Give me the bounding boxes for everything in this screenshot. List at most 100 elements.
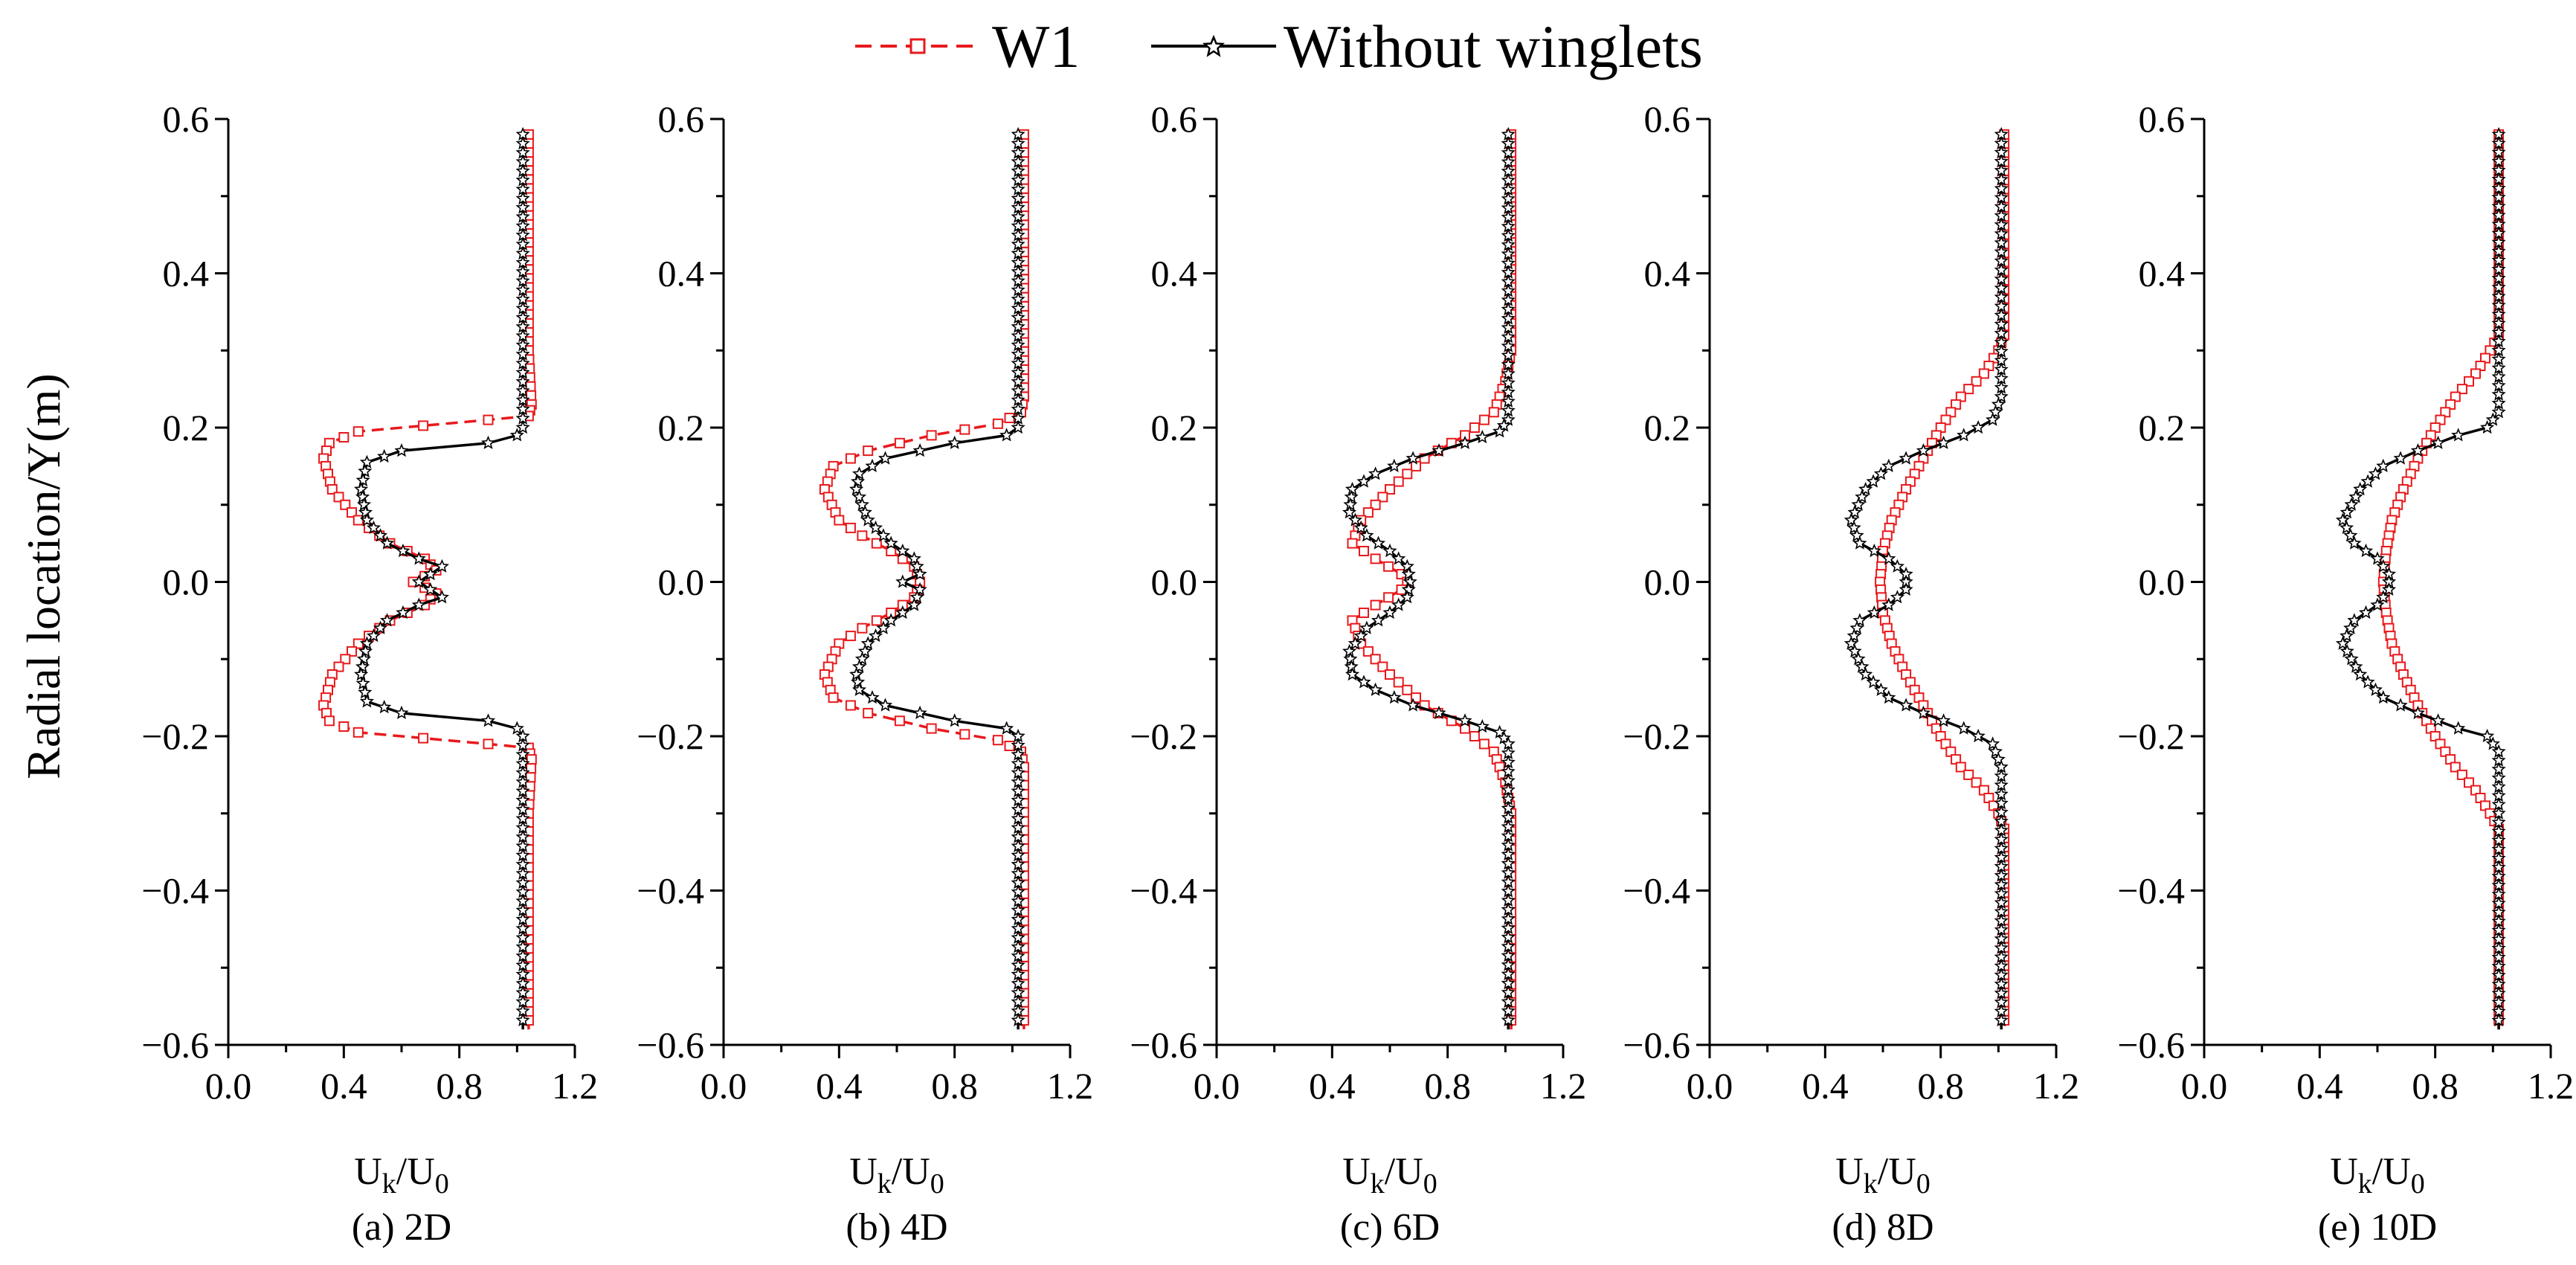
series-marker-base (1867, 605, 1881, 619)
series-marker-w1 (418, 420, 429, 431)
series-marker-base (2451, 428, 2466, 442)
x-axis-title: Uk/U0 (354, 1150, 449, 1200)
y-tick-label: 0.0 (2139, 561, 2186, 603)
series-marker-base (2360, 675, 2375, 689)
series-marker-w1 (1385, 669, 1395, 680)
series-marker-base (380, 613, 395, 627)
x-tick-label: 1.2 (552, 1065, 599, 1107)
series-marker-base (2376, 689, 2391, 704)
series-marker-base (1890, 559, 1904, 573)
y-tick-label: 0.2 (1644, 407, 1691, 448)
x-tick-label: 0.8 (1917, 1065, 1964, 1107)
y-tick-label: 0.6 (658, 98, 705, 140)
series-marker-base (1011, 419, 1025, 434)
series-marker-w1 (845, 700, 856, 711)
series-marker-w1 (1004, 741, 1015, 751)
y-tick-label: 0.6 (2139, 98, 2186, 140)
series-marker-base (2376, 590, 2391, 604)
y-tick-label: 0.4 (1151, 253, 1198, 294)
series-marker-base (359, 454, 374, 469)
series-marker-base (394, 705, 409, 719)
series-marker-base (1401, 567, 1416, 581)
series-marker-w1 (333, 661, 344, 672)
series-marker-base (912, 566, 927, 581)
series-marker-w1 (352, 515, 364, 526)
series-marker-base (868, 628, 883, 643)
series-marker-base (2343, 528, 2358, 542)
series-marker-base (999, 721, 1014, 735)
series-line-w1 (1350, 134, 1513, 1030)
y-tick-label: −0.2 (1130, 715, 1197, 757)
series-marker-w1 (418, 733, 429, 744)
series-marker-base (2393, 698, 2408, 712)
series-marker-base (1405, 451, 1420, 465)
series-marker-base (1866, 675, 1881, 689)
series-marker-w1 (352, 426, 364, 437)
panel-caption: (a) 2D (352, 1206, 451, 1249)
series-marker-base (1994, 1012, 2009, 1027)
x-tick-label: 0.8 (436, 1065, 483, 1107)
series-marker-base (2348, 659, 2363, 673)
series-marker-base (1475, 429, 1490, 444)
series-marker-w1 (2450, 762, 2461, 773)
series-marker-base (851, 466, 867, 480)
legend-marker-w1 (909, 38, 926, 54)
series-marker-w1 (1478, 414, 1490, 425)
series-marker-w1 (871, 615, 882, 626)
series-marker-base (1382, 543, 1397, 558)
panel-caption: (c) 6D (1340, 1206, 1440, 1249)
series-marker-base (895, 574, 910, 588)
series-marker-base (396, 543, 410, 558)
series-marker-base (1916, 442, 1931, 457)
series-marker-base (1881, 551, 1896, 565)
series-marker-base (1475, 718, 1490, 733)
series-marker-base (1986, 412, 2000, 426)
series-marker-w1 (894, 437, 905, 448)
series-marker-w1 (863, 445, 874, 457)
y-tick-label: 0.2 (163, 407, 210, 448)
legend-item-w1: W1 (855, 13, 1080, 80)
series-marker-base (359, 636, 374, 650)
series-marker-w1 (1393, 476, 1404, 487)
y-tick-label: 0.4 (1644, 253, 1691, 294)
series-marker-base (1391, 597, 1406, 611)
series-marker-w1 (1359, 546, 1369, 556)
series-marker-base (1400, 590, 1414, 604)
series-marker-w1 (1978, 368, 1989, 379)
series-line-w1 (1878, 134, 2006, 1030)
series-marker-w1 (1402, 469, 1413, 480)
series-marker-w1 (1971, 777, 1982, 788)
series-marker-base (1371, 535, 1386, 550)
series-marker-base (876, 620, 891, 634)
panel-caption: (d) 8D (1832, 1206, 1933, 1249)
series-line-base (1347, 134, 1510, 1030)
series-marker-base (2376, 458, 2391, 472)
series-marker-base (1458, 713, 1472, 727)
x-tick-label: 1.2 (1047, 1065, 1094, 1107)
series-marker-base (865, 458, 880, 472)
series-marker-w1 (959, 729, 970, 740)
panel-1: 0.60.40.20.0−0.2−0.4−0.60.0 0.4 0.8 1.2Uk/U… (141, 98, 598, 1249)
series-marker-w1 (1347, 538, 1358, 549)
series-marker-base (2344, 651, 2359, 666)
series-marker-base (1916, 705, 1931, 719)
series-marker-w1 (326, 484, 338, 495)
y-axis-title: Radial location/Y(m) (17, 373, 70, 779)
y-tick-label: −0.6 (2117, 1024, 2185, 1066)
x-tick-label: 0.4 (2296, 1065, 2343, 1107)
y-tick-label: 0.6 (163, 98, 210, 140)
series-marker-w1 (338, 721, 350, 732)
series-marker-base (1387, 689, 1402, 704)
series-marker-base (394, 442, 409, 457)
series-marker-base (851, 474, 866, 488)
y-tick-label: −0.2 (141, 715, 209, 757)
series-marker-base (2451, 721, 2466, 735)
series-marker-base (358, 505, 373, 519)
series-marker-base (373, 620, 388, 634)
y-tick-label: −0.6 (141, 1024, 209, 1066)
series-marker-base (865, 689, 880, 704)
series-marker-base (1356, 675, 1371, 689)
y-tick-label: 0.0 (1644, 561, 1691, 603)
y-tick-label: 0.2 (1151, 407, 1198, 448)
y-tick-label: −0.6 (1130, 1024, 1197, 1066)
